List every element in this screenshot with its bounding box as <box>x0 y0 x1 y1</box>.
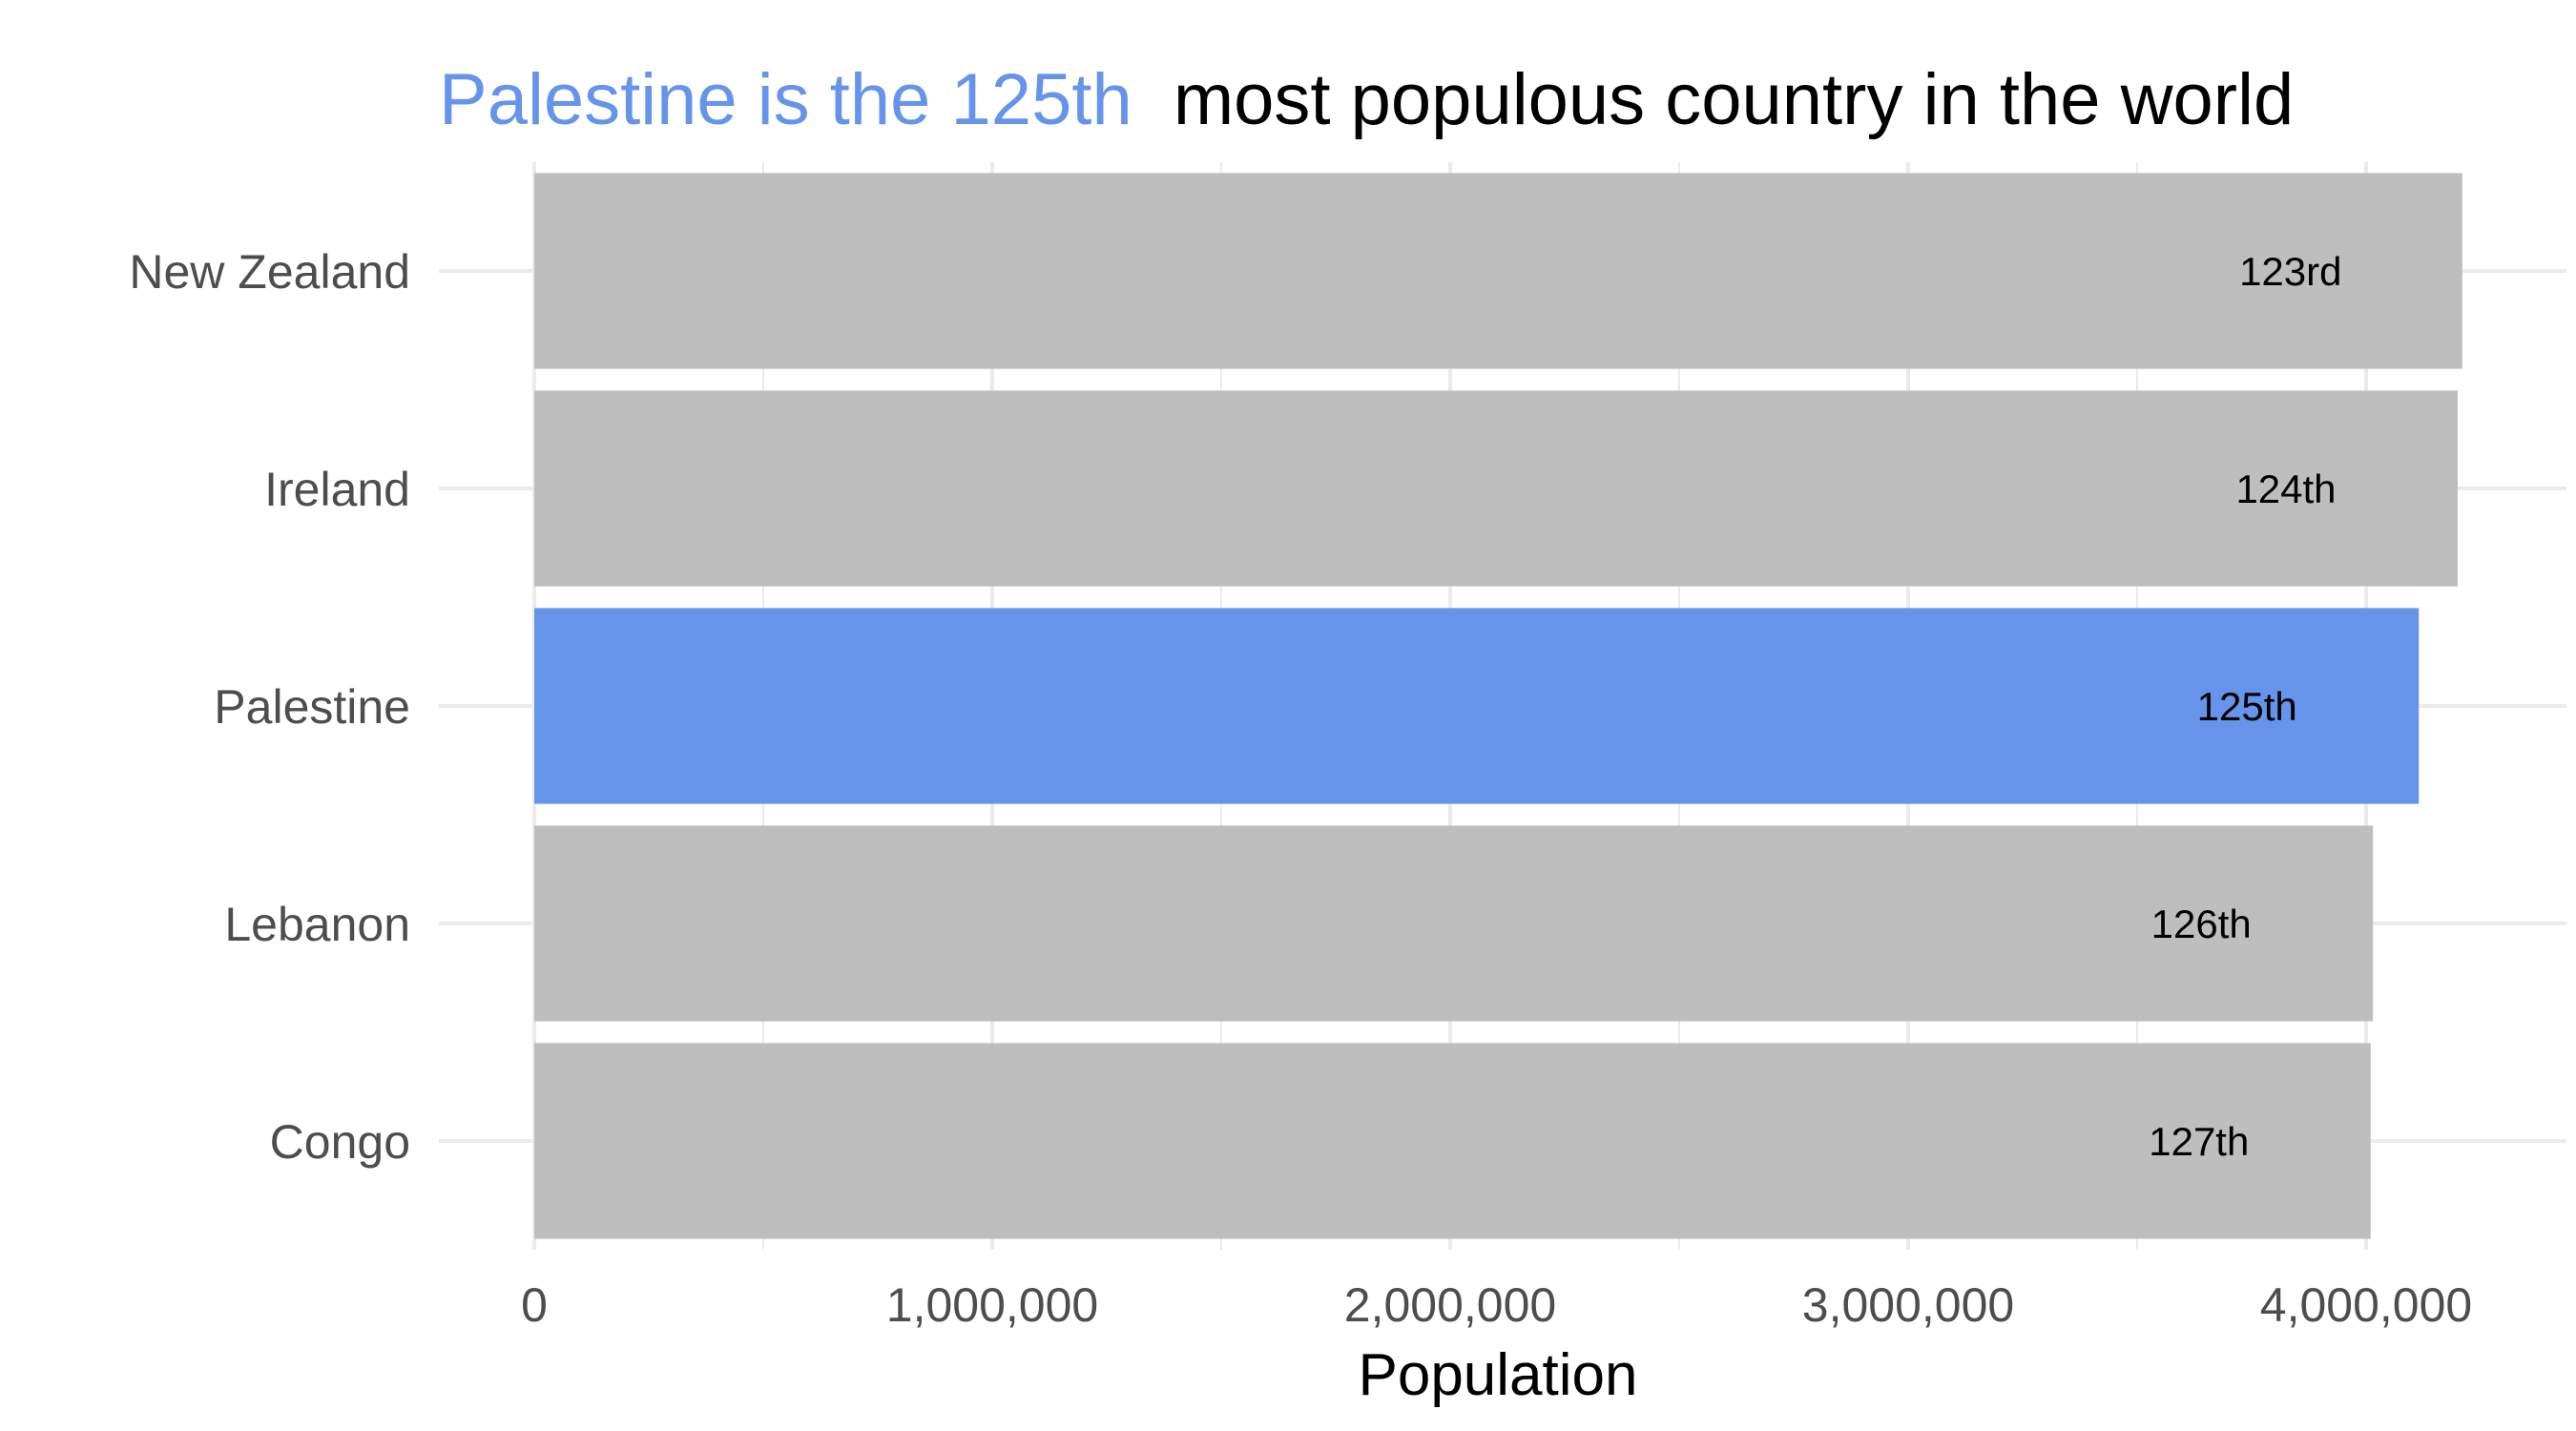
x-tick-label: 2,000,000 <box>1344 1278 1556 1332</box>
y-tick-label: Congo <box>270 1115 410 1169</box>
bar-palestine <box>534 608 2420 804</box>
bar-value-label: 123rd <box>2239 249 2341 294</box>
x-tick-label: 3,000,000 <box>1802 1278 2014 1332</box>
bar-congo <box>534 1043 2371 1239</box>
bar-value-label: 124th <box>2235 467 2336 511</box>
bar-new-zealand <box>534 173 2462 369</box>
chart-title-highlight: Palestine is the 125th <box>439 59 1132 140</box>
x-axis-title: Population <box>1358 1342 1637 1408</box>
y-tick-label: New Zealand <box>129 245 410 299</box>
labels-layer: 123rd 124th 125th 126th 127th <box>2149 249 2341 1164</box>
bar-value-label: 126th <box>2151 902 2252 946</box>
bars-layer <box>534 173 2462 1239</box>
chart-title-rest: most populous country in the world <box>1174 59 2294 140</box>
bar-ireland <box>534 390 2458 587</box>
y-tick-label: Ireland <box>264 463 410 516</box>
x-tick-label: 4,000,000 <box>2260 1278 2472 1332</box>
x-tick-label: 0 <box>521 1278 548 1332</box>
bar-value-label: 125th <box>2197 684 2297 729</box>
bar-value-label: 127th <box>2149 1119 2249 1164</box>
x-tick-label: 1,000,000 <box>886 1278 1098 1332</box>
y-tick-label: Palestine <box>214 680 410 734</box>
bar-lebanon <box>534 825 2374 1022</box>
y-axis-labels: New Zealand Ireland Palestine Lebanon Congo <box>129 245 410 1169</box>
y-tick-label: Lebanon <box>224 898 410 951</box>
x-axis-labels: 0 1,000,000 2,000,000 3,000,000 4,000,000 <box>521 1278 2472 1332</box>
chart-title: Palestine is the 125th most populous cou… <box>439 59 2294 140</box>
